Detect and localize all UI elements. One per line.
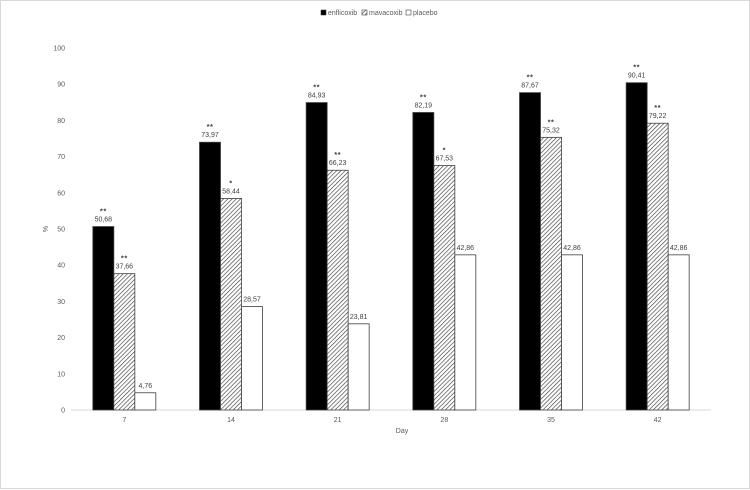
bar-placebo: [454, 254, 477, 411]
bar-enflicoxib: [625, 82, 648, 411]
x-tick-label: 42: [654, 417, 662, 424]
data-label-placebo: 42,86: [457, 245, 475, 252]
bar-enflicoxib: [305, 102, 328, 411]
significance-marker: **: [100, 207, 107, 216]
significance-marker: *: [443, 146, 446, 155]
x-axis-ticks: 7 14 21 28 35 42: [122, 417, 661, 424]
data-label-mavacoxib: 66,23: [329, 160, 347, 167]
bar-placebo: [134, 392, 157, 411]
data-label-placebo: 28,57: [243, 297, 261, 304]
data-label-enflicoxib: 73,97: [201, 132, 219, 139]
significance-marker: *: [229, 178, 232, 187]
significance-marker: **: [207, 122, 214, 131]
legend-swatch-mavacoxib: [361, 9, 368, 16]
bar-placebo: [561, 254, 583, 411]
y-tick-label: 60: [57, 190, 65, 197]
data-label-placebo: 4,76: [139, 383, 153, 390]
x-tick-label: 28: [440, 417, 448, 424]
bar-placebo: [241, 306, 263, 411]
y-tick-label: 40: [57, 263, 65, 270]
bar-enflicoxib: [199, 141, 221, 411]
y-axis: 0 10 20 30 40 50 60 70 80 90 100: [53, 46, 65, 415]
legend-swatch-placebo: [405, 9, 412, 16]
significance-marker: **: [121, 254, 128, 263]
legend-swatch-enflicoxib: [320, 9, 327, 16]
y-tick-label: 20: [57, 335, 65, 342]
significance-marker: **: [334, 150, 341, 159]
bar-mavacoxib: [433, 165, 456, 411]
data-label-mavacoxib: 58,44: [222, 188, 240, 195]
x-tick-label: 14: [227, 417, 235, 424]
bar-enflicoxib: [412, 112, 435, 411]
y-tick-label: 80: [57, 118, 65, 125]
y-tick-label: 90: [57, 82, 65, 89]
bar-mavacoxib: [220, 198, 242, 411]
bar-mavacoxib: [646, 122, 669, 411]
data-label-enflicoxib: 90,41: [628, 73, 646, 80]
data-label-enflicoxib: 84,93: [308, 93, 326, 100]
bar-placebo: [347, 323, 370, 411]
data-label-placebo: 42,86: [563, 245, 581, 252]
data-label-enflicoxib: 82,19: [415, 102, 433, 109]
bar-mavacoxib: [540, 136, 562, 411]
legend-label-enflicoxib: enflicoxib: [328, 10, 357, 17]
data-label-placebo: 42,86: [670, 245, 688, 252]
legend-label-placebo: placebo: [413, 10, 438, 17]
x-axis-title: Day: [396, 428, 409, 435]
data-label-placebo: 23,81: [350, 314, 368, 321]
x-tick-label: 21: [334, 417, 342, 424]
bars: 50,68**37,66**4,7673,97**58,44*28,5784,9…: [92, 63, 690, 411]
x-tick-label: 35: [547, 417, 555, 424]
y-tick-label: 30: [57, 299, 65, 306]
y-tick-label: 10: [57, 371, 65, 378]
significance-marker: **: [420, 92, 427, 101]
y-tick-label: 50: [57, 227, 65, 234]
data-label-mavacoxib: 67,53: [436, 156, 454, 163]
legend: enflicoxib mavacoxib placebo: [320, 9, 438, 17]
bar-enflicoxib: [519, 92, 541, 411]
legend-label-mavacoxib: mavacoxib: [369, 10, 403, 17]
bar-mavacoxib: [113, 273, 136, 411]
bar-enflicoxib: [92, 226, 115, 411]
data-label-mavacoxib: 37,66: [116, 264, 134, 271]
bar-mavacoxib: [326, 169, 349, 411]
y-tick-label: 70: [57, 154, 65, 161]
data-label-enflicoxib: 87,67: [521, 83, 539, 90]
y-tick-label: 0: [61, 408, 65, 415]
bar-placebo: [667, 254, 690, 411]
y-axis-title: %: [43, 226, 50, 232]
significance-marker: **: [548, 117, 555, 126]
data-label-mavacoxib: 75,32: [542, 127, 560, 134]
significance-marker: **: [633, 63, 640, 72]
x-tick-label: 7: [122, 417, 126, 424]
significance-marker: **: [654, 103, 661, 112]
significance-marker: **: [313, 83, 320, 92]
y-tick-label: 100: [53, 46, 65, 53]
significance-marker: **: [527, 73, 534, 82]
data-label-enflicoxib: 50,68: [95, 217, 113, 224]
data-label-mavacoxib: 79,22: [649, 113, 667, 120]
